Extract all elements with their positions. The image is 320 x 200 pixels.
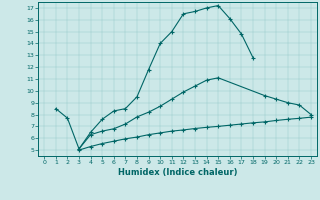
X-axis label: Humidex (Indice chaleur): Humidex (Indice chaleur) — [118, 168, 237, 177]
